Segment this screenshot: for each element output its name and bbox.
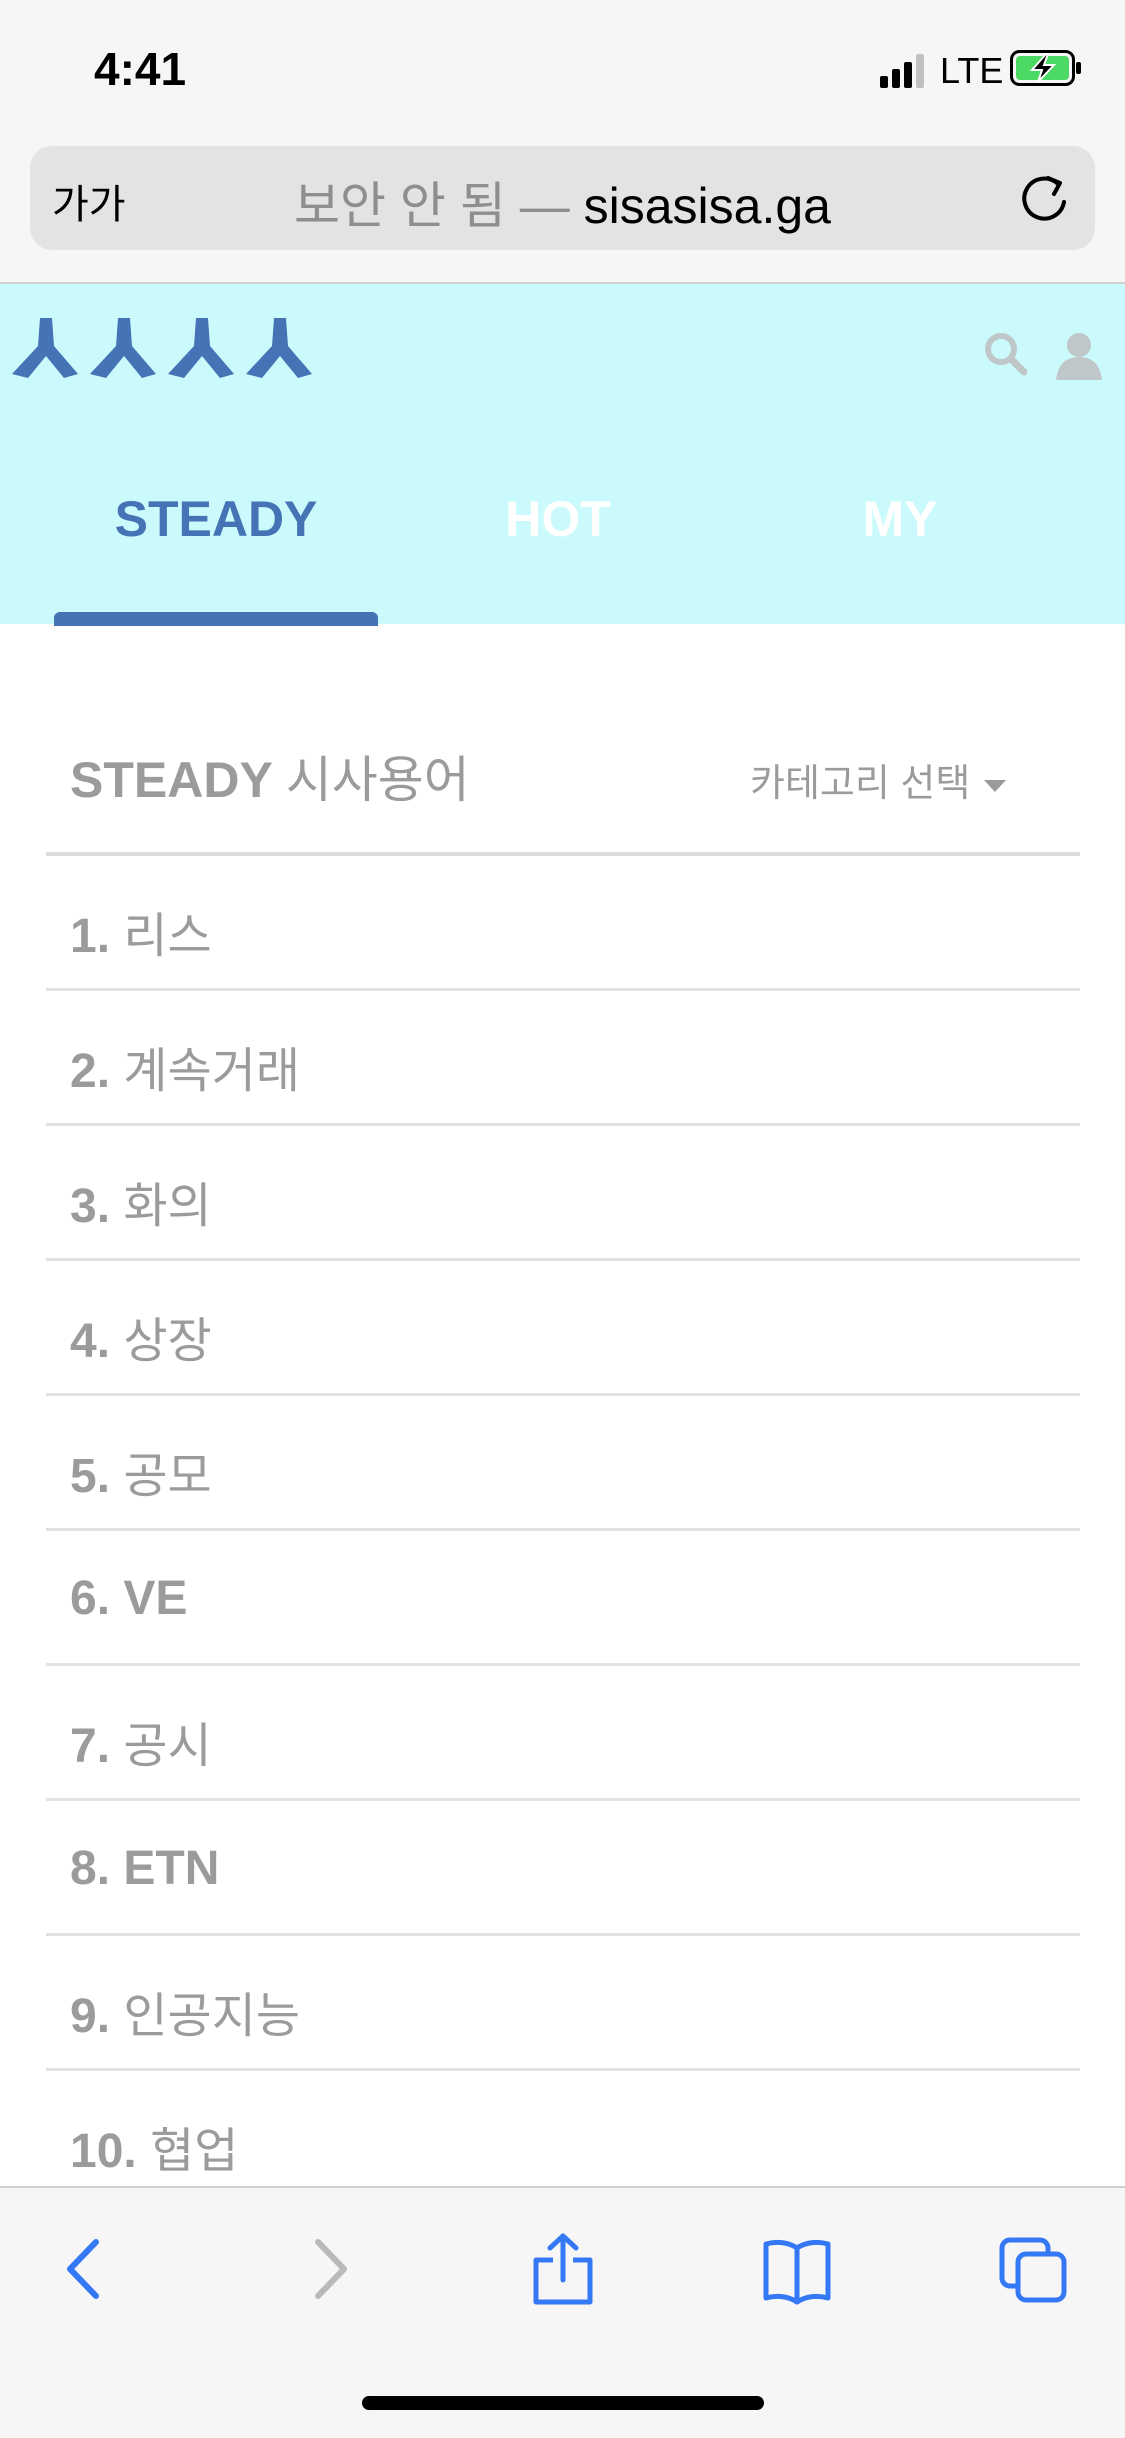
not-secure-label: 보안 안 됨 — [294, 178, 570, 234]
term-text: 2. 계속거래 [70, 1031, 300, 1101]
tab-my[interactable]: MY [862, 491, 938, 547]
search-icon[interactable] [982, 330, 1028, 376]
term-text: 5. 공모 [70, 1436, 212, 1506]
term-number: 1. [70, 910, 111, 963]
list-item[interactable]: 1. 리스 [46, 856, 1080, 991]
list-item[interactable]: 10. 협업 [46, 2071, 1080, 2203]
status-bar [0, 0, 1125, 140]
url-domain: sisasisa.ga [583, 178, 831, 234]
text-size-button[interactable]: 가가 [52, 183, 126, 227]
term-label: VE [123, 1572, 188, 1625]
term-label: 계속거래 [123, 1045, 301, 1098]
list-item[interactable]: 9. 인공지능 [46, 1936, 1080, 2071]
cellular-signal-icon [880, 54, 924, 88]
term-label: 인공지능 [123, 1990, 301, 2043]
network-type: LTE [940, 50, 1004, 91]
list-item[interactable]: 6. VE [46, 1531, 1080, 1666]
section-title-en: STEADY [70, 752, 272, 808]
list-item[interactable]: 4. 상장 [46, 1261, 1080, 1396]
term-label: 리스 [123, 910, 212, 963]
share-icon[interactable] [528, 2232, 598, 2306]
term-text: 1. 리스 [70, 896, 212, 966]
list-item[interactable]: 3. 화의 [46, 1126, 1080, 1261]
term-text: 7. 공시 [70, 1706, 212, 1776]
term-number: 5. [70, 1450, 111, 1503]
active-tab-indicator [54, 612, 378, 626]
tab-steady[interactable]: STEADY [114, 491, 318, 547]
category-dropdown[interactable]: 카테고리 선택 [750, 752, 1007, 807]
tabs-icon[interactable] [998, 2232, 1068, 2306]
term-label: ETN [123, 1842, 220, 1895]
term-number: 2. [70, 1045, 111, 1098]
tab-hot[interactable]: HOT [505, 491, 611, 547]
term-text: 8. ETN [70, 1841, 219, 1896]
user-icon[interactable] [1054, 330, 1104, 380]
back-icon[interactable] [50, 2232, 120, 2306]
forward-icon[interactable] [294, 2232, 364, 2306]
list-item[interactable]: 2. 계속거래 [46, 991, 1080, 1126]
term-number: 7. [70, 1720, 111, 1773]
category-label: 카테고리 선택 [750, 763, 971, 805]
list-item[interactable]: 8. ETN [46, 1801, 1080, 1936]
term-number: 3. [70, 1180, 111, 1233]
term-number: 10. [70, 2125, 137, 2178]
list-item[interactable]: 7. 공시 [46, 1666, 1080, 1801]
battery-charging-icon [1010, 50, 1081, 86]
section-title: STEADY 시사용어 [70, 740, 470, 812]
bookmarks-icon[interactable] [762, 2232, 832, 2306]
term-label: 화의 [123, 1180, 212, 1233]
term-text: 4. 상장 [70, 1301, 212, 1371]
term-label: 상장 [123, 1315, 212, 1368]
chevron-down-icon [984, 779, 1007, 792]
term-number: 8. [70, 1842, 111, 1895]
site-header [0, 284, 1125, 624]
section-title-kr: 시사용어 [285, 752, 470, 808]
term-number: 6. [70, 1572, 111, 1625]
term-text: 6. VE [70, 1571, 187, 1626]
term-label: 공시 [123, 1720, 212, 1773]
site-logo[interactable]: ㅅㅅㅅㅅ [10, 318, 320, 378]
status-time: 4:41 [94, 43, 187, 95]
address-bar[interactable] [30, 146, 1095, 250]
term-text: 3. 화의 [70, 1166, 212, 1236]
reload-icon[interactable] [1018, 172, 1072, 226]
list-item[interactable]: 5. 공모 [46, 1396, 1080, 1531]
term-text: 9. 인공지능 [70, 1976, 300, 2046]
url-display[interactable]: 보안 안 됨 — sisasisa.ga [0, 166, 1125, 238]
home-indicator [362, 2396, 764, 2410]
term-label: 공모 [123, 1450, 212, 1503]
term-list: 1. 리스 2. 계속거래 3. 화의 4. 상장 5. 공모 6. VE 7.… [46, 856, 1080, 2203]
term-label: 협업 [150, 2125, 239, 2178]
term-number: 4. [70, 1315, 111, 1368]
divider [46, 852, 1080, 856]
term-number: 9. [70, 1990, 111, 2043]
term-text: 10. 협업 [70, 2111, 238, 2181]
